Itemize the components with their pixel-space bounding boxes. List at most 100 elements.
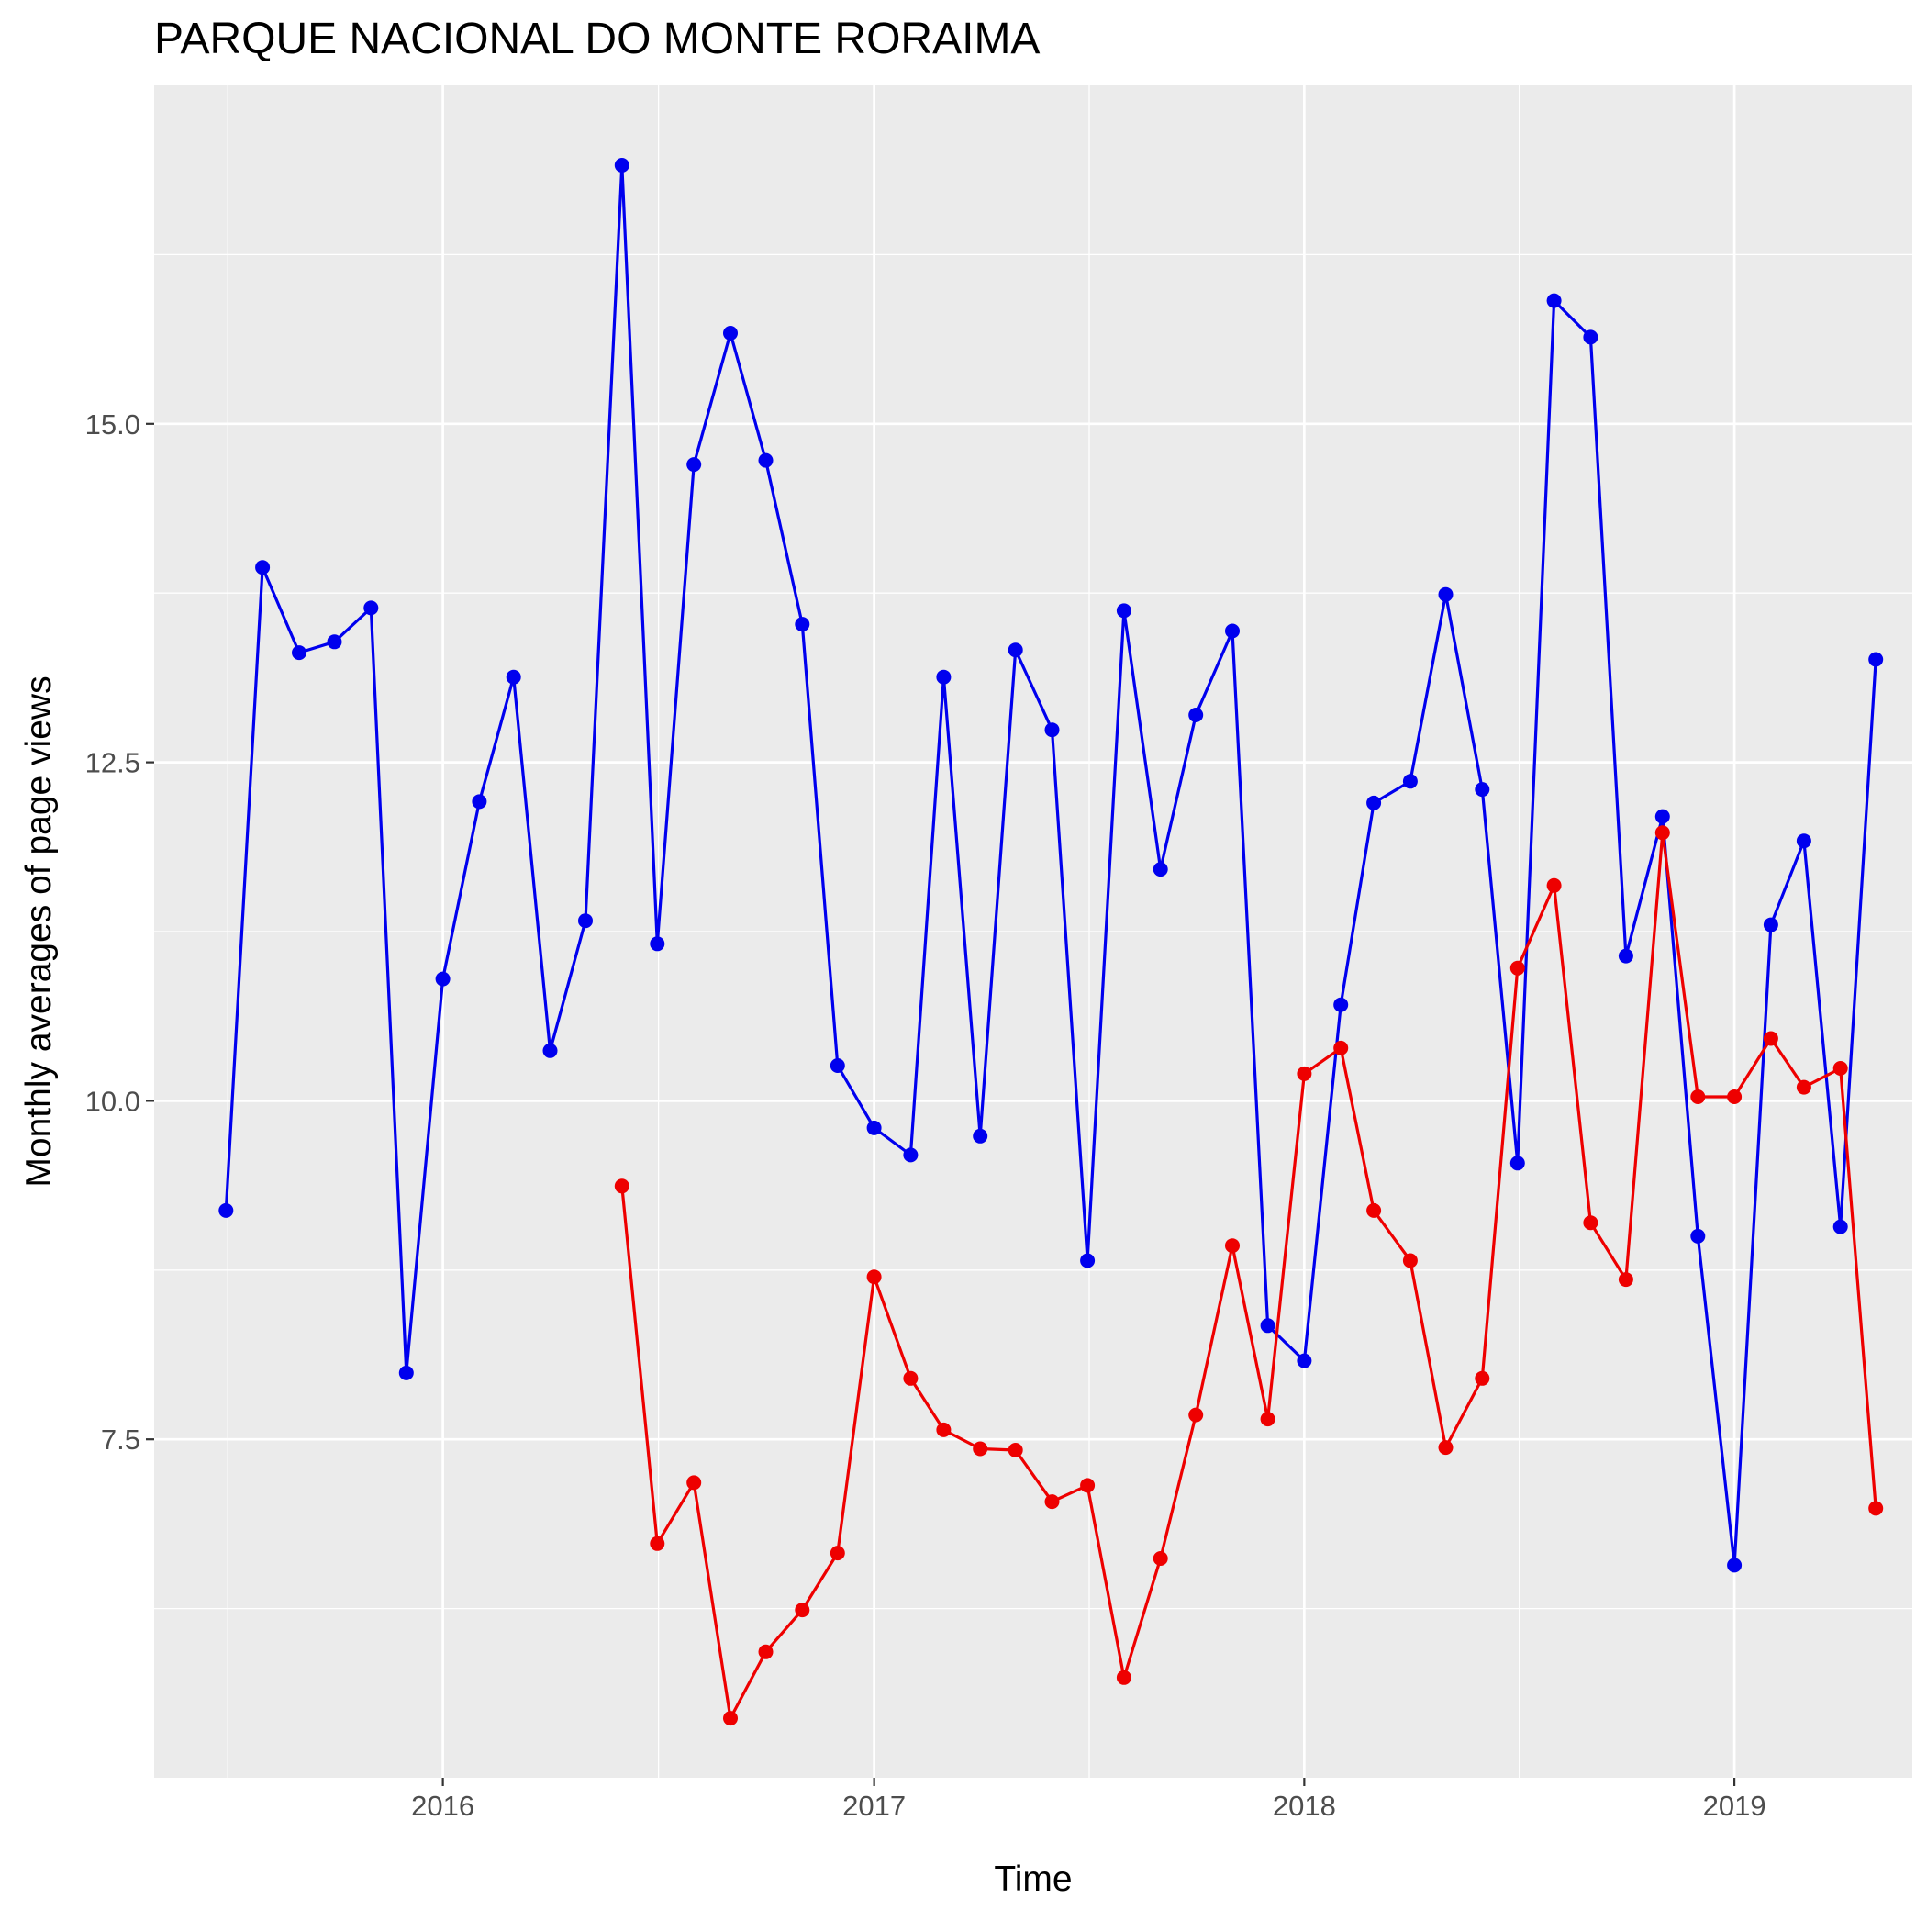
data-point [363,600,379,616]
data-point [758,452,774,468]
data-point [1402,1253,1418,1268]
data-point [614,1178,629,1194]
data-point [1583,1215,1598,1231]
x-tick-label: 2019 [1703,1790,1766,1822]
data-point [578,913,593,929]
data-point [723,1711,738,1726]
data-point [292,645,306,661]
data-point [1868,1501,1884,1516]
data-point [1153,1551,1168,1566]
x-tick-label: 2016 [411,1790,474,1822]
data-point [1080,1478,1096,1493]
minor-gridlines [154,85,1912,1778]
data-point [1188,708,1204,722]
x-tick-label: 2018 [1273,1790,1336,1822]
y-tick-label: 15.0 [85,408,140,441]
data-point [542,1043,558,1058]
data-point [686,457,702,473]
data-point [936,669,952,685]
data-point [1438,586,1454,602]
data-point [218,1202,234,1218]
data-point [973,1128,988,1144]
data-point [758,1644,774,1659]
series-line [620,831,1877,1720]
chart-title: PARQUE NACIONAL DO MONTE RORAIMA [154,15,1040,63]
data-point [866,1120,882,1135]
data-point [1727,1558,1743,1573]
data-point [1618,948,1633,964]
data-point [472,794,487,810]
data-point [650,936,665,952]
data-point [435,971,451,987]
y-tick-label: 10.0 [85,1085,140,1117]
data-point [398,1365,414,1380]
data-point [1297,1066,1312,1081]
data-point [1366,795,1382,810]
data-point [327,634,342,650]
y-axis: 7.5 10.0 12.5 15.0 [85,408,154,1456]
series-1 [218,158,1884,1573]
data-point [723,326,738,341]
data-point [936,1422,952,1437]
data-point [1690,1228,1706,1244]
data-point [1868,652,1884,667]
data-point [795,617,810,632]
data-point [1832,1219,1848,1234]
data-point [1509,960,1525,976]
y-tick-label: 7.5 [101,1424,140,1456]
data-point [1727,1089,1743,1104]
data-point [1116,603,1131,619]
major-gridlines [154,85,1912,1778]
data-point [1546,293,1562,308]
data-point [1763,1031,1778,1046]
data-point [255,560,271,575]
data-point [973,1441,988,1457]
data-point [1008,642,1023,658]
data-point [903,1370,919,1386]
data-point [1153,862,1168,877]
series-layer [218,158,1884,1726]
data-point [1438,1440,1454,1456]
data-point [1618,1272,1633,1288]
data-point [1116,1670,1131,1685]
data-point [1654,825,1670,841]
data-point [1260,1318,1275,1334]
data-point [1297,1353,1312,1368]
data-point [506,669,521,685]
data-point [1225,1238,1240,1254]
data-point [830,1058,845,1073]
data-point [1402,774,1418,789]
data-point [1509,1156,1525,1171]
data-point [1832,1061,1848,1076]
x-tick-label: 2017 [842,1790,906,1822]
data-point [1796,833,1811,849]
data-point [614,158,629,173]
data-point [1044,722,1060,738]
data-point [1475,782,1490,798]
data-point [1796,1079,1811,1095]
data-point [686,1475,702,1491]
x-axis: 2016 2017 2018 2019 [411,1778,1766,1822]
data-point [1188,1407,1204,1423]
data-point [1225,623,1240,639]
data-point [1260,1412,1275,1427]
data-point [1475,1370,1490,1386]
data-point [1044,1494,1060,1510]
y-axis-title: Monthly averages of page views [19,676,59,1187]
series-2 [614,825,1884,1726]
data-point [1366,1202,1382,1218]
data-point [1583,329,1598,345]
data-point [866,1269,882,1285]
data-point [1333,1040,1349,1055]
x-axis-title: Time [994,1859,1072,1899]
data-point [795,1603,810,1618]
data-point [1690,1089,1706,1104]
data-point [830,1546,845,1561]
data-point [1546,877,1562,893]
data-point [1080,1253,1096,1268]
data-point [1333,997,1349,1012]
data-point [1654,809,1670,824]
data-point [650,1536,665,1551]
